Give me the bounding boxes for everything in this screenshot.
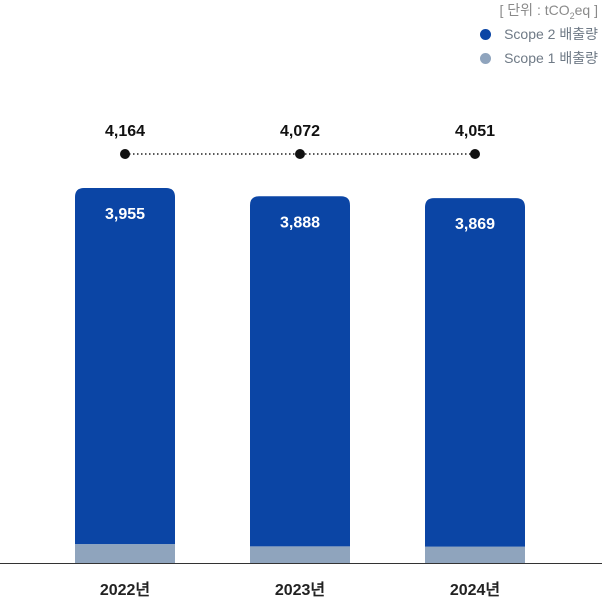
legend-swatch-scope1 — [480, 52, 492, 64]
data-label-scope1-0: 209 — [112, 561, 139, 578]
total-label-1: 4,072 — [280, 123, 320, 140]
unit-note: [ 단위 : tCO2eq ] — [499, 2, 598, 21]
data-label-scope2-1: 3,888 — [280, 214, 320, 231]
bar-scope2-2 — [425, 198, 525, 547]
bar-scope1-1 — [250, 546, 350, 563]
bar-scope1-0 — [75, 544, 175, 563]
data-label-scope1-1: 184 — [287, 563, 314, 580]
bar-scope2-1 — [250, 196, 350, 547]
bar-scope2-0 — [75, 188, 175, 545]
legend-label-scope1: Scope 1 배출량 — [504, 50, 598, 66]
bar-scope1-2 — [425, 546, 525, 563]
legend-label-scope2: Scope 2 배출량 — [504, 26, 598, 42]
data-label-scope2-0: 3,955 — [105, 206, 145, 223]
x-tick-label-1: 2023년 — [275, 580, 325, 599]
x-tick-label-0: 2022년 — [100, 580, 150, 599]
total-marker-0 — [120, 149, 130, 159]
legend-item-scope1: Scope 1 배출량 — [480, 46, 598, 70]
total-marker-2 — [470, 149, 480, 159]
data-label-scope1-2: 182 — [462, 564, 489, 581]
legend-item-scope2: Scope 2 배출량 — [480, 22, 598, 46]
total-label-0: 4,164 — [105, 123, 145, 140]
total-marker-1 — [295, 149, 305, 159]
total-label-2: 4,051 — [455, 123, 495, 140]
data-label-scope2-2: 3,869 — [455, 216, 495, 233]
x-tick-label-2: 2024년 — [450, 580, 500, 599]
legend: Scope 2 배출량 Scope 1 배출량 — [480, 22, 598, 70]
legend-swatch-scope2 — [480, 28, 492, 40]
